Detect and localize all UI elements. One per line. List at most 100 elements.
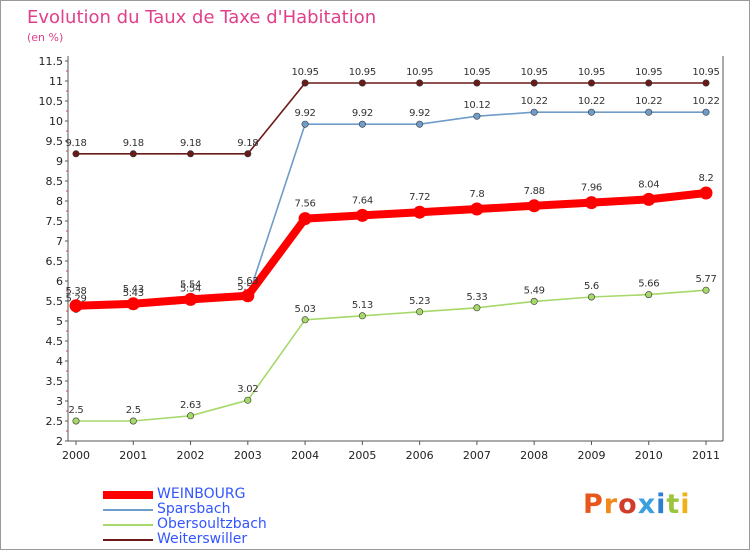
data-point <box>702 79 710 87</box>
data-label: 5.66 <box>638 279 659 290</box>
y-tick-label: 2.5 <box>46 415 64 428</box>
y-tick-label: 3 <box>56 395 63 408</box>
proxiti-logo: Proxiti <box>583 489 691 520</box>
y-tick-label: 6 <box>56 275 63 288</box>
data-point <box>244 396 252 404</box>
y-tick-label: 5 <box>56 315 63 328</box>
x-tick-label: 2001 <box>119 449 147 462</box>
data-point <box>645 108 653 116</box>
data-point <box>355 208 369 222</box>
data-point <box>702 108 710 116</box>
y-tick-label: 10 <box>49 115 63 128</box>
data-label: 2.5 <box>126 405 141 416</box>
data-point <box>244 150 252 158</box>
data-point <box>645 79 653 87</box>
y-tick-label: 3.5 <box>46 375 64 388</box>
data-label: 5.03 <box>295 304 316 315</box>
data-label: 9.18 <box>65 138 86 149</box>
data-point <box>642 192 656 206</box>
data-label: 5.43 <box>123 284 144 295</box>
data-label: 10.95 <box>349 67 376 78</box>
data-point <box>301 120 309 128</box>
chart-subtitle: (en %) <box>27 31 64 44</box>
data-label: 7.88 <box>524 186 545 197</box>
data-label: 5.33 <box>466 292 487 303</box>
data-label: 5.54 <box>180 283 201 294</box>
data-label: 5.38 <box>65 286 86 297</box>
data-point <box>416 308 424 316</box>
data-point <box>416 79 424 87</box>
data-label: 7.56 <box>295 199 316 210</box>
chart-title: Evolution du Taux de Taxe d'Habitation <box>27 7 377 28</box>
y-tick-label: 2 <box>56 435 63 448</box>
data-label: 5.58 <box>237 282 258 293</box>
legend-swatch <box>103 539 153 541</box>
legend-swatch <box>103 509 153 511</box>
y-tick-label: 4.5 <box>46 335 64 348</box>
data-label: 10.95 <box>692 67 719 78</box>
data-label: 3.02 <box>237 384 258 395</box>
data-label: 10.12 <box>463 100 490 111</box>
data-point <box>584 196 598 210</box>
x-tick-label: 2008 <box>520 449 548 462</box>
data-point <box>301 316 309 324</box>
legend-label: Obersoultzbach <box>157 516 267 532</box>
data-label: 10.95 <box>635 67 662 78</box>
data-label: 2.63 <box>180 400 201 411</box>
data-label: 9.92 <box>409 108 430 119</box>
data-label: 8.2 <box>698 173 713 184</box>
y-tick-label: 4 <box>56 355 63 368</box>
data-point <box>298 212 312 226</box>
y-tick-label: 7.5 <box>46 215 64 228</box>
x-tick-label: 2009 <box>577 449 605 462</box>
data-label: 10.22 <box>521 96 548 107</box>
x-tick-label: 2002 <box>177 449 205 462</box>
legend-label: Sparsbach <box>157 501 231 517</box>
data-label: 9.18 <box>237 138 258 149</box>
data-point <box>358 312 366 320</box>
data-point <box>587 79 595 87</box>
x-tick-label: 2003 <box>234 449 262 462</box>
x-tick-label: 2006 <box>406 449 434 462</box>
data-point <box>416 120 424 128</box>
data-label: 7.8 <box>469 189 484 200</box>
y-tick-label: 9 <box>56 155 63 168</box>
data-point <box>129 150 137 158</box>
legend-label: WEINBOURG <box>157 486 246 502</box>
data-point <box>358 120 366 128</box>
data-label: 8.04 <box>638 179 659 190</box>
data-label: 10.95 <box>578 67 605 78</box>
data-point <box>470 202 484 216</box>
data-point <box>530 108 538 116</box>
data-label: 5.49 <box>524 285 545 296</box>
data-point <box>699 186 713 200</box>
data-label: 7.64 <box>352 195 373 206</box>
data-label: 10.95 <box>406 67 433 78</box>
data-label: 10.95 <box>463 67 490 78</box>
data-point <box>241 289 255 303</box>
data-point <box>301 79 309 87</box>
y-tick-label: 9.5 <box>46 135 64 148</box>
data-point <box>587 108 595 116</box>
data-label: 5.29 <box>65 293 86 304</box>
data-point <box>530 297 538 305</box>
data-point <box>184 292 198 306</box>
data-label: 5.77 <box>695 274 716 285</box>
data-point <box>413 205 427 219</box>
data-label: 10.95 <box>521 67 548 78</box>
series-line-weiterswiller <box>75 82 707 155</box>
data-label: 9.18 <box>123 138 144 149</box>
data-label: 10.22 <box>692 96 719 107</box>
data-label: 9.92 <box>352 108 373 119</box>
legend-swatch <box>103 491 153 499</box>
data-label: 7.72 <box>409 192 430 203</box>
data-point <box>473 304 481 312</box>
x-tick-label: 2010 <box>635 449 663 462</box>
data-point <box>473 79 481 87</box>
data-label: 5.13 <box>352 300 373 311</box>
legend-swatch <box>103 524 153 526</box>
data-point <box>527 199 541 213</box>
data-point <box>530 79 538 87</box>
